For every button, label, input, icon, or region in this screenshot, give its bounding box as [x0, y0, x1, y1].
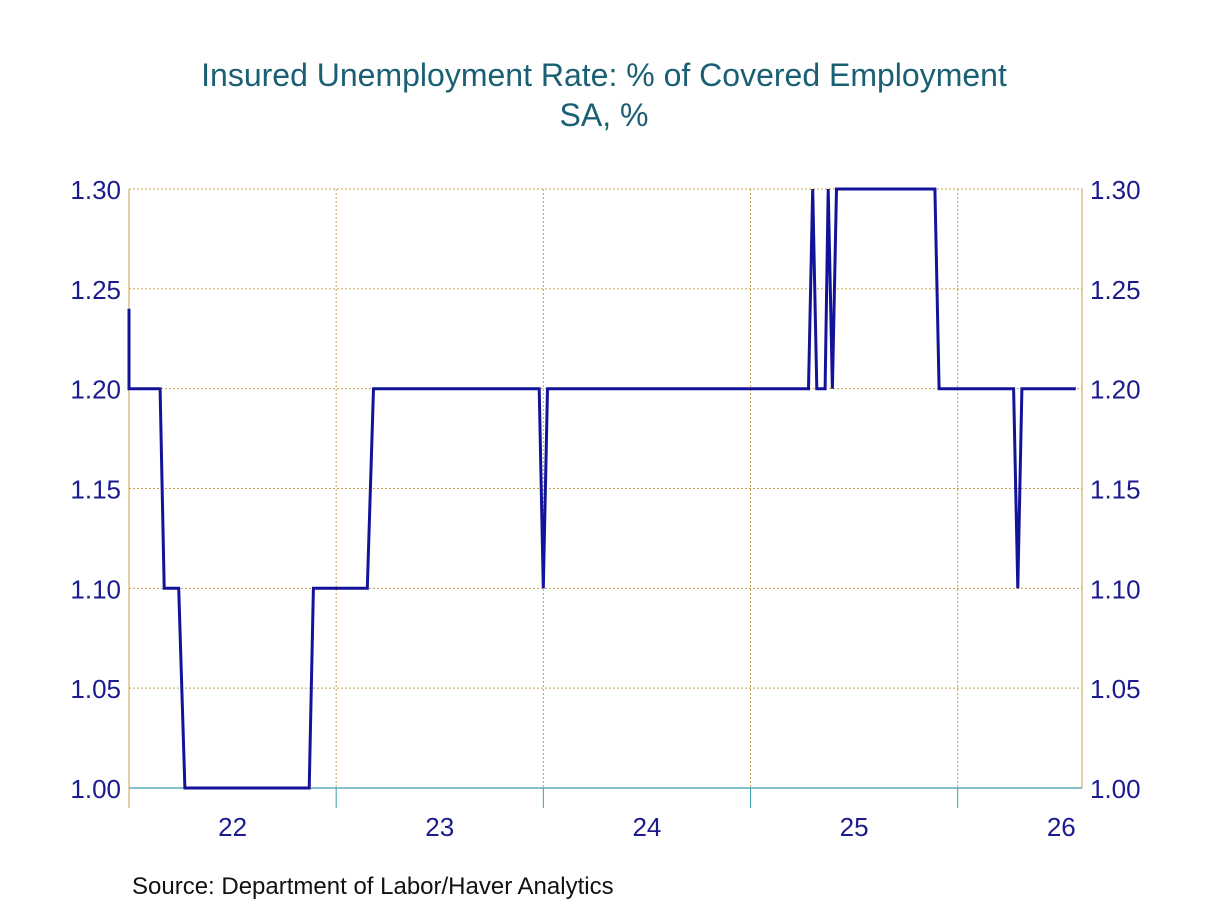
x-tick-label: 22 — [218, 812, 247, 842]
y-tick-label-left: 1.00 — [70, 774, 121, 804]
chart-subtitle: SA, % — [560, 97, 649, 133]
chart-title: Insured Unemployment Rate: % of Covered … — [201, 57, 1007, 93]
y-tick-label-right: 1.00 — [1090, 774, 1141, 804]
axis-layer: 1.00 1.00 1.05 1.05 1.10 1.10 1.15 1.15 1.20 1.20… — [70, 175, 1140, 842]
x-tick-label: 23 — [425, 812, 454, 842]
y-tick-label-right: 1.10 — [1090, 574, 1141, 604]
grid-layer — [128, 188, 1083, 808]
y-tick-label-left: 1.20 — [70, 375, 121, 405]
x-tick-label: 24 — [632, 812, 661, 842]
x-tick-label: 25 — [840, 812, 869, 842]
y-tick-label-left: 1.25 — [70, 275, 121, 305]
y-tick-label-left: 1.30 — [70, 175, 121, 205]
y-tick-label-right: 1.30 — [1090, 175, 1141, 205]
x-tick-label: 26 — [1047, 812, 1076, 842]
y-tick-label-right: 1.25 — [1090, 275, 1141, 305]
y-tick-label-left: 1.10 — [70, 574, 121, 604]
y-tick-label-right: 1.20 — [1090, 375, 1141, 405]
series-layer — [127, 187, 1076, 790]
y-tick-label-left: 1.05 — [70, 674, 121, 704]
y-tick-label-right: 1.15 — [1090, 475, 1141, 505]
y-tick-label-right: 1.05 — [1090, 674, 1141, 704]
y-tick-label-left: 1.15 — [70, 475, 121, 505]
source-note: Source: Department of Labor/Haver Analyt… — [132, 873, 614, 900]
series-line — [127, 187, 1076, 790]
